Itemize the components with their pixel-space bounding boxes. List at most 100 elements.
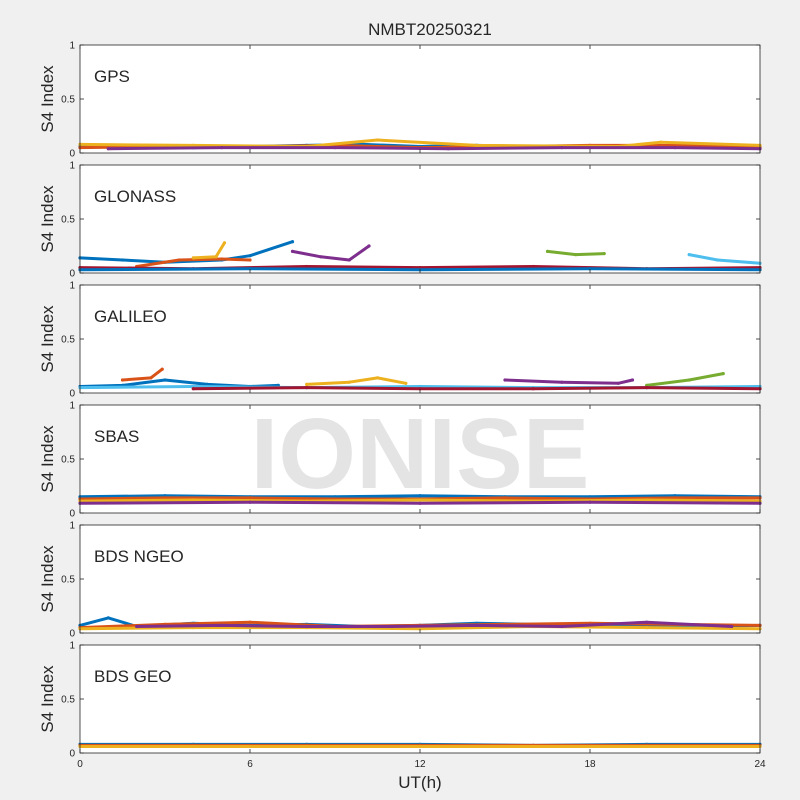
series-line-4-3 — [135, 620, 734, 628]
data-point-1-0-5 — [290, 240, 295, 244]
x-tick-label-1: 6 — [247, 759, 253, 770]
panels-group: 0 0.5 1 S4 Index GPS 0 0.5 1 S4 Index GLONASS 0 0.5… — [38, 41, 766, 771]
x-tick-label-2: 12 — [414, 759, 426, 770]
plot-area-1 — [80, 165, 760, 273]
data-point-4-3-0 — [135, 624, 139, 629]
y-tick-label-2-2: 1 — [69, 281, 75, 292]
y-tick-label-1-0: 0 — [69, 269, 75, 280]
data-point-2-2-1 — [347, 380, 351, 384]
data-point-4-3-4 — [475, 623, 479, 628]
y-tick-label-4-1: 0.5 — [61, 575, 75, 586]
data-point-3-2-5 — [645, 498, 649, 502]
data-point-1-2-2 — [222, 241, 227, 245]
x-tick-label-4: 24 — [754, 759, 766, 770]
data-point-3-3-3 — [588, 500, 592, 504]
data-point-4-3-1 — [220, 623, 224, 628]
data-point-2-1-2 — [160, 367, 164, 371]
y-tick-label-2-1: 0.5 — [61, 335, 75, 346]
data-point-3-3-1 — [248, 500, 252, 504]
figure-title: NMBT20250321 — [368, 20, 492, 39]
data-point-4-3-5 — [560, 624, 564, 629]
y-tick-label-0-1: 0.5 — [61, 95, 75, 106]
y-axis-label-4: S4 Index — [38, 545, 57, 613]
plot-area-5 — [80, 645, 760, 753]
data-point-1-3-2 — [347, 258, 351, 262]
data-point-1-4-0 — [545, 249, 550, 253]
data-point-0-2-6 — [659, 140, 663, 144]
data-point-1-4-1 — [574, 253, 578, 257]
data-point-4-3-3 — [390, 624, 394, 629]
panel-label-0: GPS — [94, 67, 130, 86]
series-line-1-1 — [135, 257, 252, 268]
panel-label-3: SBAS — [94, 427, 139, 446]
x-tick-label-3: 18 — [584, 759, 596, 770]
plot-area-4 — [80, 525, 760, 633]
data-point-2-2-2 — [375, 376, 380, 380]
series-line-1-3 — [291, 244, 371, 262]
data-point-1-0-1 — [120, 258, 125, 262]
y-tick-label-1-2: 1 — [69, 161, 75, 172]
panel-label-5: BDS GEO — [94, 667, 171, 686]
data-point-1-1-1 — [177, 258, 181, 262]
y-tick-label-3-0: 0 — [69, 509, 75, 520]
data-point-1-6-2 — [305, 264, 309, 269]
y-tick-label-4-2: 1 — [69, 521, 75, 532]
watermark-text: IONISE — [251, 398, 590, 510]
data-point-2-3-0 — [503, 378, 507, 382]
data-point-2-0-2 — [163, 378, 167, 382]
data-point-0-3-1 — [220, 146, 224, 150]
y-axis-label-0: S4 Index — [38, 65, 57, 133]
data-point-2-1-1 — [149, 376, 153, 380]
data-point-2-6-4 — [645, 386, 649, 390]
data-point-3-3-2 — [418, 501, 422, 505]
data-point-2-6-1 — [305, 386, 309, 390]
y-tick-label-3-1: 0.5 — [61, 455, 75, 466]
y-axis-label-2: S4 Index — [38, 305, 57, 373]
data-point-5-2-4 — [531, 744, 535, 749]
y-axis-label-1: S4 Index — [38, 185, 57, 253]
data-point-1-5-1 — [715, 258, 720, 262]
data-point-2-2-3 — [404, 381, 408, 385]
data-point-1-2-1 — [214, 255, 218, 259]
data-point-2-3-1 — [560, 380, 564, 384]
data-point-1-6-4 — [531, 264, 535, 269]
data-point-2-2-0 — [305, 382, 309, 386]
data-point-2-4-2 — [721, 372, 725, 376]
data-point-2-4-1 — [687, 378, 691, 382]
data-point-0-2-3 — [375, 138, 380, 142]
plot-area-2 — [80, 285, 760, 393]
x-axis-label: UT(h) — [398, 773, 441, 792]
data-point-5-2-3 — [418, 744, 422, 749]
data-point-1-3-0 — [290, 249, 295, 253]
data-point-4-0-1 — [106, 616, 110, 620]
data-point-0-2-1 — [191, 143, 195, 147]
panel-0: 0 0.5 1 S4 Index GPS — [38, 41, 762, 160]
x-tick-label-0: 0 — [77, 759, 83, 770]
y-axis-label-3: S4 Index — [38, 425, 57, 493]
data-point-0-3-4 — [560, 146, 564, 150]
data-point-5-2-1 — [191, 744, 195, 749]
data-point-0-3-2 — [333, 146, 337, 150]
data-point-1-7-3 — [588, 267, 592, 271]
data-point-1-1-2 — [220, 257, 224, 261]
data-point-4-3-7 — [730, 624, 734, 629]
plot-area-0 — [80, 45, 760, 153]
data-point-0-3-0 — [106, 147, 110, 151]
data-point-2-6-0 — [191, 387, 195, 391]
series-line-0-2 — [78, 138, 762, 148]
series-line-2-2 — [305, 376, 408, 386]
data-point-3-0-4 — [418, 494, 422, 498]
data-point-3-1-1 — [163, 496, 167, 500]
y-tick-label-2-0: 0 — [69, 389, 75, 400]
y-tick-label-0-2: 1 — [69, 41, 75, 52]
data-point-4-3-2 — [305, 624, 309, 629]
data-point-1-2-0 — [191, 256, 195, 260]
panel-label-1: GLONASS — [94, 187, 176, 206]
y-tick-label-0-0: 0 — [69, 149, 75, 160]
data-point-3-1-2 — [248, 496, 252, 500]
y-tick-label-5-1: 0.5 — [61, 695, 75, 706]
y-axis-label-5: S4 Index — [38, 665, 57, 733]
data-point-4-2-5 — [645, 626, 649, 630]
series-line-2-6 — [191, 386, 762, 391]
data-point-0-3-5 — [673, 146, 677, 150]
